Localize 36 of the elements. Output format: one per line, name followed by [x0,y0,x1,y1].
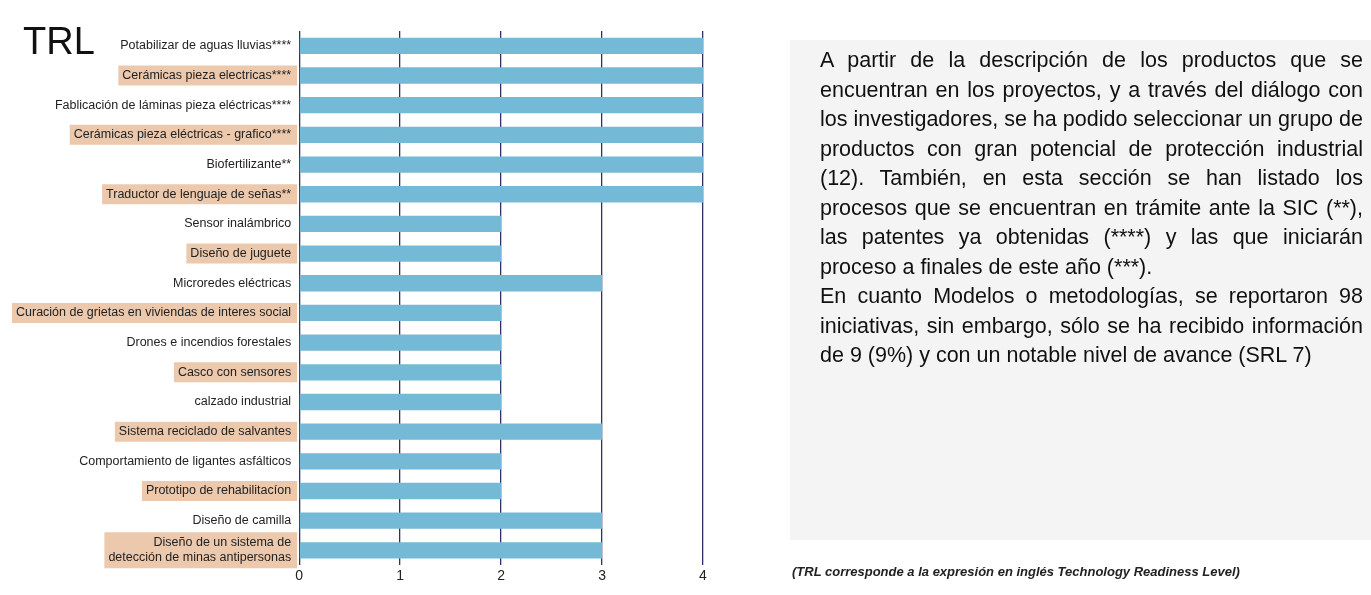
x-tick-label: 0 [295,567,304,584]
y-tick-label: Diseño de camilla [192,513,292,528]
y-tick-label: Biofertilizante** [206,157,292,171]
y-tick-label: Cerámicas pieza eléctricas - grafico**** [73,127,292,142]
y-tick-label: Drones e incendios forestales [126,335,292,350]
y-tick-label: Prototipo de rehabilitacíon [145,483,292,498]
x-tick-label: 1 [396,567,405,584]
y-tick-label: Sistema reciclado de salvantes [118,424,292,439]
text: (TRL corresponde a la expresión en inglés Technology Readiness Level) [792,564,1240,579]
bar [299,275,603,292]
bar [299,97,703,114]
chart-title: TRL [23,20,95,63]
y-tick-label: calzado industrial [194,394,292,409]
y-tick-label: Cerámicas pieza electricas**** [122,67,292,82]
y-tick-label: Sensor inalámbrico [184,216,292,231]
text: A partir de la descripción de los productos que se encuentran en los proyectos, y a través del diálogo con los investigadores, se ha podido seleccionar un grupo de productos con gran potencial de protección industrial (12). También, en esta sección se han listado los procesos que se encuentran en trámite ante la SIC (**), las patentes ya obtenidas (****) y las que iniciarán proceso a finales de este año (***). [820,48,1363,279]
y-tick-label: Curación de grietas en viviendas de interes social [16,305,292,320]
bar [299,453,502,470]
bar [299,156,703,173]
bar [299,37,703,54]
bar [299,334,502,351]
x-tick-label: 4 [699,567,708,584]
x-tick-label: 2 [497,567,506,584]
y-tick-label: Casco con sensores [177,364,292,379]
y-tick-label: Diseño de un sistema de detección de minas antipersonas [108,535,292,565]
y-tick-label: Traductor de lenguaje de señas** [106,186,292,201]
y-tick-label: Potabilizar de aguas lluvias**** [120,38,292,53]
y-tick-label: Diseño de juguete [190,246,292,261]
y-tick-label: Microredes eléctricas [173,275,292,290]
bar [299,512,603,529]
text: En cuanto Modelos o metodologías, se reportaron 98 iniciativas, sin embargo, sólo se ha recibido información de 9 (9%) y con un notable nivel de avance (SRL 7) [820,283,1363,369]
x-tick-label: 3 [598,567,607,584]
y-tick-label: Comportamiento de ligantes asfálticos [79,453,292,468]
bar [299,215,502,233]
bar [299,393,502,411]
y-tick-label: Fablicación de láminas pieza eléctricas**** [54,97,292,112]
